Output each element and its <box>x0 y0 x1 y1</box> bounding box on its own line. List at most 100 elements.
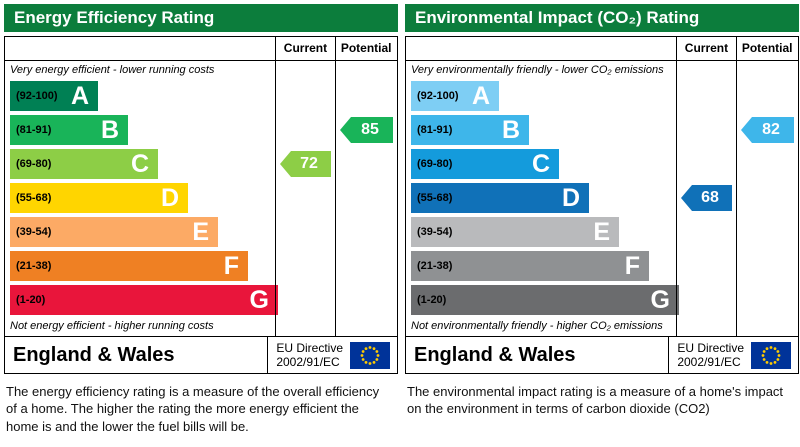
band-range: (39-54) <box>417 226 453 238</box>
rating-band-g: (1-20) G <box>411 285 679 315</box>
band-row: (1-20) G <box>10 283 397 317</box>
eu-flag-icon <box>350 341 390 369</box>
chart-caption: The energy efficiency rating is a measur… <box>6 384 380 434</box>
band-range: (69-80) <box>417 158 453 170</box>
band-letter: D <box>160 183 179 212</box>
bottom-note: Not energy efficient - higher running co… <box>10 320 214 332</box>
band-row: (81-91) B <box>10 113 397 147</box>
potential-column-header: Potential <box>741 41 793 55</box>
band-letter: G <box>249 285 269 314</box>
bottom-note: Not environmentally friendly - higher CO… <box>411 320 663 332</box>
energy-efficiency-rating-chart: Energy Efficiency Rating Current Potenti… <box>4 4 398 435</box>
band-letter: F <box>223 251 239 280</box>
current-column-header: Current <box>684 41 729 55</box>
band-range: (69-80) <box>16 158 52 170</box>
band-range: (55-68) <box>417 192 453 204</box>
chart-title: Environmental Impact (CO₂) Rating <box>415 8 700 27</box>
band-range: (1-20) <box>417 294 447 306</box>
eu-directive-line2: 2002/91/EC <box>677 355 741 369</box>
band-row: (92-100) A <box>411 79 798 113</box>
eu-directive: EU Directive 2002/91/EC <box>668 337 751 373</box>
potential-rating-arrow: 85 <box>340 117 393 143</box>
band-row: (21-38) F <box>10 249 397 283</box>
band-range: (21-38) <box>16 260 52 272</box>
band-row: (21-38) F <box>411 249 798 283</box>
chart-caption: The environmental impact rating is a mea… <box>407 384 784 417</box>
rating-band-d: (55-68) D <box>10 183 188 213</box>
rating-band-g: (1-20) G <box>10 285 278 315</box>
band-range: (39-54) <box>16 226 52 238</box>
chart-title: Energy Efficiency Rating <box>14 8 215 27</box>
band-row: (39-54) E <box>411 215 798 249</box>
band-row: (39-54) E <box>10 215 397 249</box>
rating-band-a: (92-100) A <box>411 81 499 111</box>
rating-band-c: (69-80) C <box>411 149 559 179</box>
band-row: (1-20) G <box>411 283 798 317</box>
potential-column: 82 <box>736 37 798 336</box>
chart-footer: England & Wales EU Directive 2002/91/EC <box>405 337 799 374</box>
band-letter: D <box>561 183 580 212</box>
band-row: (81-91) B <box>411 113 798 147</box>
band-letter: G <box>650 285 670 314</box>
rating-band-e: (39-54) E <box>10 217 218 247</box>
eu-directive-line1: EU Directive <box>276 340 343 355</box>
columns-header-spacer <box>5 37 276 60</box>
rating-bands: (92-100) A (81-91) B (69-80) C <box>406 79 798 317</box>
rating-band-b: (81-91) B <box>411 115 529 145</box>
band-range: (21-38) <box>417 260 453 272</box>
potential-rating-arrow: 82 <box>741 117 794 143</box>
columns-header: Current Potential <box>5 37 397 61</box>
current-column-header: Current <box>283 41 328 55</box>
band-range: (81-91) <box>417 124 453 136</box>
rating-band-c: (69-80) C <box>10 149 158 179</box>
eu-directive-line1: EU Directive <box>677 340 744 355</box>
chart-body: Current Potential Very energy efficient … <box>4 36 398 337</box>
rating-band-f: (21-38) F <box>10 251 248 281</box>
chart-body: Current Potential Very environmentally f… <box>405 36 799 337</box>
current-rating-arrow: 72 <box>280 151 331 177</box>
band-row: (92-100) A <box>10 79 397 113</box>
band-letter: B <box>100 115 119 144</box>
chart-footer: England & Wales EU Directive 2002/91/EC <box>4 337 398 374</box>
band-row: (55-68) D <box>411 181 798 215</box>
rating-bands: (92-100) A (81-91) B (69-80) C <box>5 79 397 317</box>
band-row: (69-80) C <box>10 147 397 181</box>
rating-band-a: (92-100) A <box>10 81 98 111</box>
eu-directive: EU Directive 2002/91/EC <box>267 337 350 373</box>
current-column: 68 <box>676 37 736 336</box>
columns-header-spacer <box>406 37 677 60</box>
footer-region: England & Wales <box>414 343 576 366</box>
footer-region: England & Wales <box>13 343 175 366</box>
top-note: Very energy efficient - lower running co… <box>10 64 215 76</box>
band-letter: C <box>531 149 550 178</box>
rating-band-d: (55-68) D <box>411 183 589 213</box>
band-letter: A <box>471 81 490 110</box>
band-letter: C <box>130 149 149 178</box>
band-row: (69-80) C <box>411 147 798 181</box>
eu-directive-line2: 2002/91/EC <box>276 355 340 369</box>
eu-flag-icon <box>751 341 791 369</box>
chart-title-bar: Energy Efficiency Rating <box>4 4 398 32</box>
band-range: (81-91) <box>16 124 52 136</box>
current-column: 72 <box>275 37 335 336</box>
band-range: (92-100) <box>417 90 459 102</box>
band-range: (55-68) <box>16 192 52 204</box>
chart-title-bar: Environmental Impact (CO₂) Rating <box>405 4 799 32</box>
environmental-impact-rating-chart: Environmental Impact (CO₂) Rating Curren… <box>405 4 799 435</box>
band-range: (92-100) <box>16 90 58 102</box>
band-letter: A <box>70 81 89 110</box>
band-letter: B <box>501 115 520 144</box>
band-letter: E <box>192 217 209 246</box>
rating-band-b: (81-91) B <box>10 115 128 145</box>
band-letter: F <box>624 251 640 280</box>
columns-header: Current Potential <box>406 37 798 61</box>
band-row: (55-68) D <box>10 181 397 215</box>
band-range: (1-20) <box>16 294 46 306</box>
rating-band-e: (39-54) E <box>411 217 619 247</box>
top-note: Very environmentally friendly - lower CO… <box>411 64 664 76</box>
band-letter: E <box>593 217 610 246</box>
rating-band-f: (21-38) F <box>411 251 649 281</box>
current-rating-arrow: 68 <box>681 185 732 211</box>
potential-column: 85 <box>335 37 397 336</box>
